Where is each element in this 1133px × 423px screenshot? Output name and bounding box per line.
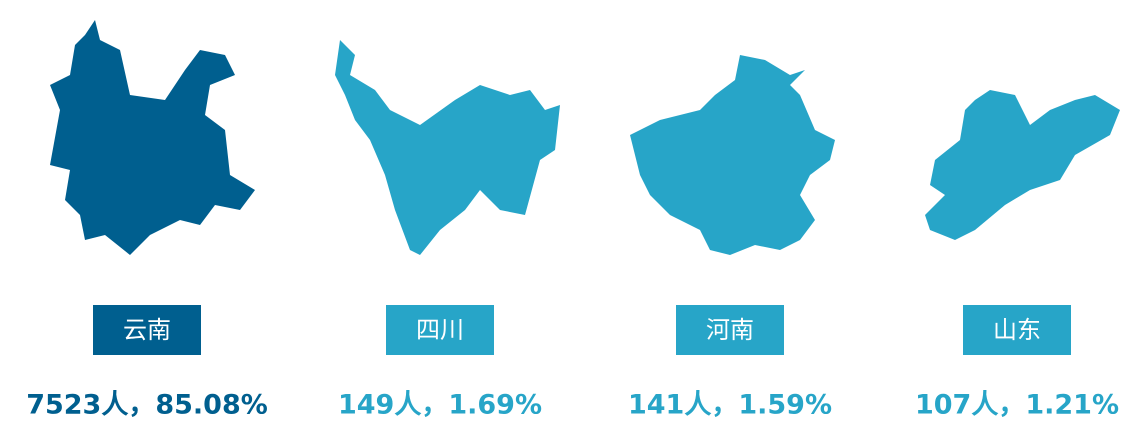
province-shape [630, 55, 835, 255]
province-shape [335, 40, 560, 255]
province-name: 山东 [993, 316, 1041, 344]
province-card: 河南 141人，1.59% [628, 55, 835, 421]
label-box [676, 305, 784, 355]
province-stat: 141人，1.59% [628, 390, 832, 421]
province-stat: 149人，1.69% [338, 390, 542, 421]
province-card: 山东 107人，1.21% [915, 90, 1120, 421]
province-shape [50, 20, 255, 255]
province-shape [925, 90, 1120, 240]
province-card: 四川 149人，1.69% [335, 40, 560, 421]
province-name: 云南 [123, 316, 171, 344]
province-name: 河南 [706, 316, 754, 344]
province-stat: 107人，1.21% [915, 390, 1119, 421]
province-card: 云南 7523人，85.08% [26, 20, 268, 421]
province-stat: 7523人，85.08% [26, 390, 268, 421]
label-box [386, 305, 494, 355]
province-name: 四川 [416, 316, 464, 344]
label-box [93, 305, 201, 355]
label-box [963, 305, 1071, 355]
